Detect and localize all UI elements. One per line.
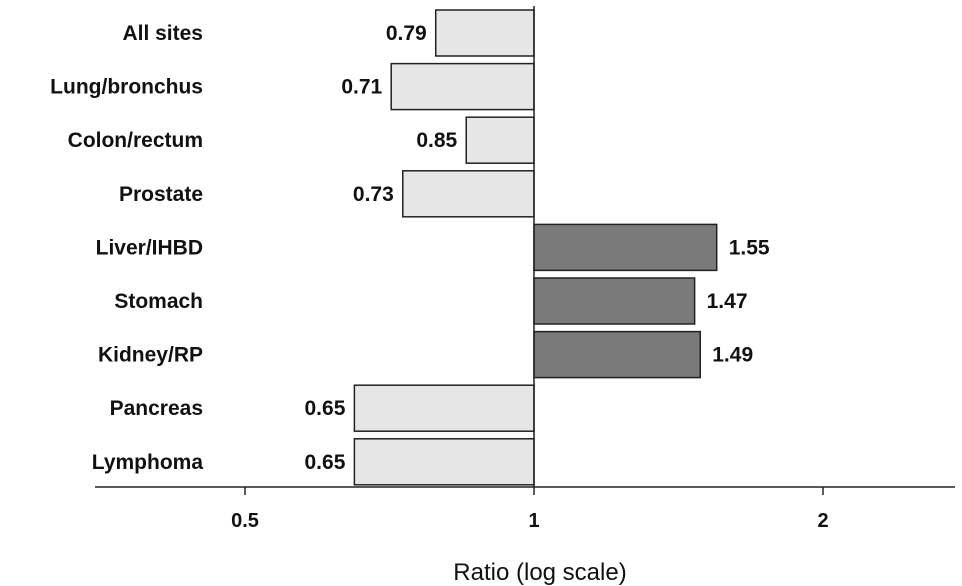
bars-layer [353,9,718,486]
x-axis-title: Ratio (log scale) [453,559,626,586]
category-label: All sites [122,22,203,45]
x-tick-label: 0.5 [231,510,259,532]
value-label: 1.47 [707,290,748,313]
bar-all-sites [434,9,535,57]
category-label: Pancreas [110,397,203,420]
bar-stomach [533,277,696,325]
value-label: 0.73 [353,183,394,206]
category-label: Kidney/RP [98,344,203,367]
category-label: Liver/IHBD [96,236,203,259]
x-axis-ticks: 0.5 1 2 [231,487,829,532]
value-label: 0.85 [416,129,457,152]
value-label: 0.65 [305,397,346,420]
value-label: 0.71 [341,76,382,99]
value-label: 1.55 [729,236,770,259]
category-label: Lymphoma [92,451,204,474]
labels-layer: All sites 0.79 Lung/bronchus 0.71 Colon/rect… [50,22,770,474]
bar-lung-bronchus [390,62,535,111]
bar-liver-ihbd [533,223,718,272]
bar-colon-rectum [465,116,535,164]
category-label: Prostate [119,183,203,206]
x-tick-label: 1 [528,510,539,532]
bar-kidney-rp [533,330,702,379]
value-label: 1.49 [712,344,753,367]
value-label: 0.65 [305,451,346,474]
x-tick-label: 2 [817,510,828,532]
bar-pancreas [353,384,535,432]
category-label: Stomach [114,290,203,313]
bar-prostate [402,170,535,218]
category-label: Lung/bronchus [50,76,203,99]
category-label: Colon/rectum [68,129,203,152]
bar-lymphoma [353,438,535,486]
value-label: 0.79 [386,22,427,45]
